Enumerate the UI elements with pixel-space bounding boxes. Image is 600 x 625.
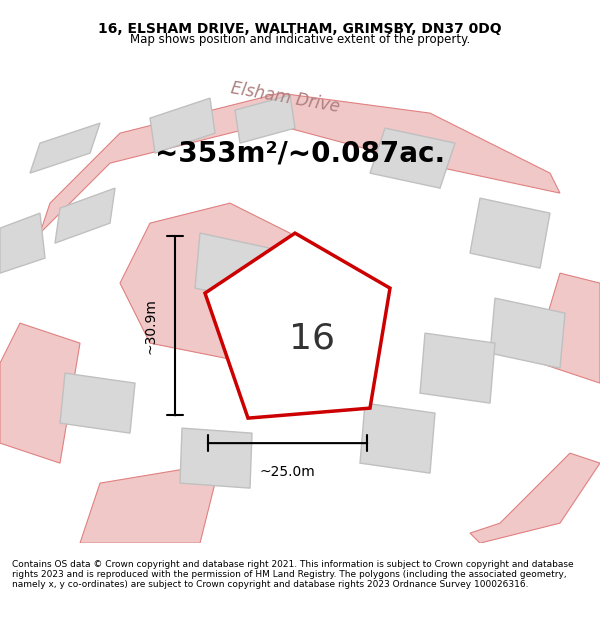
Polygon shape (30, 123, 100, 173)
Text: Contains OS data © Crown copyright and database right 2021. This information is : Contains OS data © Crown copyright and d… (0, 624, 1, 625)
Text: ~25.0m: ~25.0m (260, 465, 316, 479)
Polygon shape (195, 233, 270, 303)
Polygon shape (180, 428, 252, 488)
Polygon shape (470, 453, 600, 543)
Text: Contains OS data © Crown copyright and database right 2021. This information is : Contains OS data © Crown copyright and d… (12, 560, 574, 589)
Polygon shape (235, 95, 295, 143)
Polygon shape (420, 333, 495, 403)
Text: 16: 16 (289, 321, 335, 355)
Polygon shape (205, 233, 390, 418)
Polygon shape (40, 93, 560, 233)
Text: ~30.9m: ~30.9m (143, 298, 157, 354)
Polygon shape (0, 323, 80, 463)
Polygon shape (370, 128, 455, 188)
Polygon shape (360, 403, 435, 473)
Polygon shape (80, 463, 220, 543)
Text: ~353m²/~0.087ac.: ~353m²/~0.087ac. (155, 139, 445, 167)
Text: 16, ELSHAM DRIVE, WALTHAM, GRIMSBY, DN37 0DQ: 16, ELSHAM DRIVE, WALTHAM, GRIMSBY, DN37… (98, 22, 502, 36)
Polygon shape (60, 373, 135, 433)
Polygon shape (490, 298, 565, 368)
Polygon shape (150, 98, 215, 153)
Text: Elsham Drive: Elsham Drive (229, 79, 341, 117)
Polygon shape (0, 213, 45, 273)
Polygon shape (120, 203, 310, 363)
Polygon shape (470, 198, 550, 268)
Text: Map shows position and indicative extent of the property.: Map shows position and indicative extent… (130, 32, 470, 46)
Polygon shape (55, 188, 115, 243)
Polygon shape (540, 273, 600, 383)
